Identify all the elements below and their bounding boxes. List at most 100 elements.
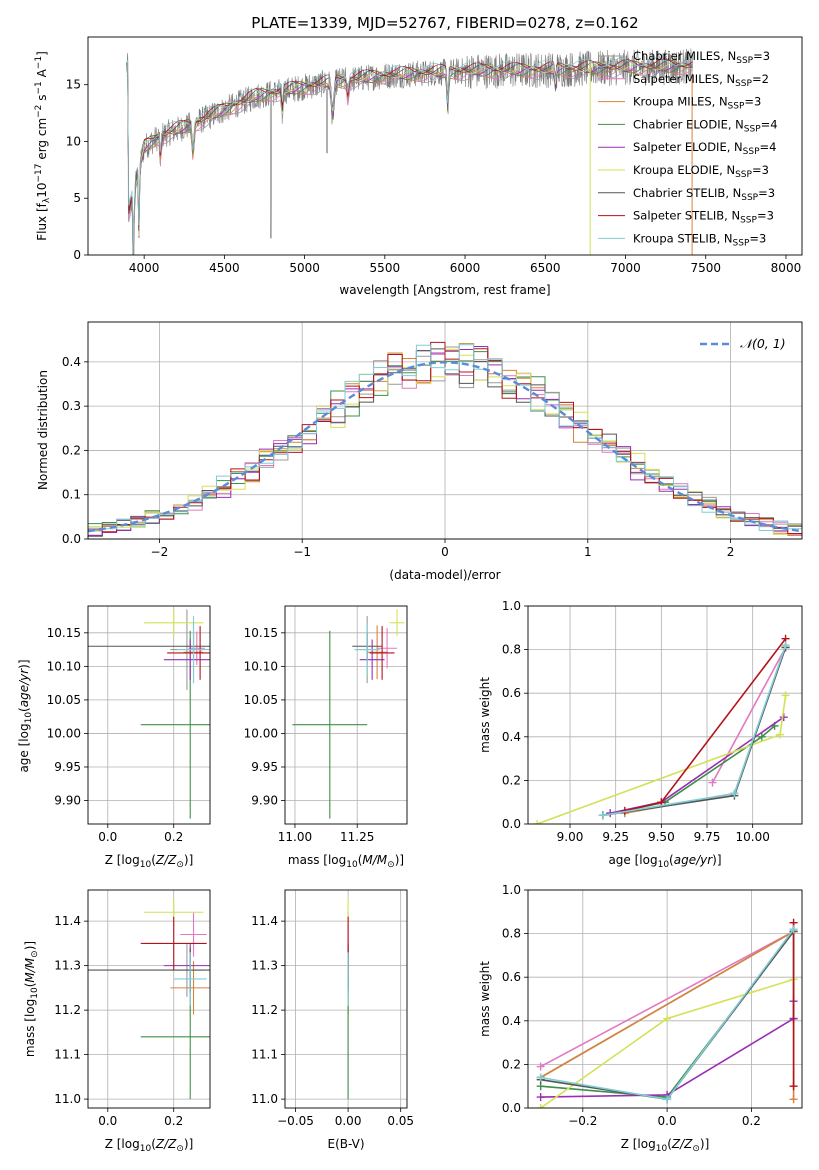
- x-tick-label-3: 9.75: [694, 830, 721, 844]
- y-tick-label-0: 9.90: [54, 794, 81, 808]
- x-tick-label-8: 8000: [771, 261, 802, 275]
- weight-marker-chabrier-elodie-2: [757, 732, 766, 741]
- weight-line-salpeter-miles: [711, 647, 787, 783]
- figure-title: PLATE=1339, MJD=52767, FIBERID=0278, z=0…: [251, 14, 638, 32]
- x-axis-label: Z [log10(Z/Z⊙)]: [105, 853, 194, 870]
- axes-frame: [87, 889, 211, 1109]
- y-axis-label: mass weight: [478, 677, 492, 753]
- y-tick-label-3: 15: [66, 78, 81, 92]
- y-tick-label-5: 1.0: [502, 599, 521, 613]
- weight-marker-kroupa-elodie-0: [533, 820, 542, 824]
- x-tick-label-0: 11.00: [278, 830, 312, 844]
- y-tick-label-4: 0.4: [62, 355, 81, 369]
- y-tick-label-0: 9.90: [251, 794, 278, 808]
- x-axis-label: Z [log10(Z/Z⊙)]: [105, 1137, 194, 1154]
- x-tick-label-3: 5500: [370, 261, 401, 275]
- x-tick-label-6: 7000: [610, 261, 641, 275]
- weight-marker-salpeter-elodie-2: [779, 713, 788, 722]
- y-tick-label-1: 0.2: [502, 773, 521, 787]
- y-tick-label-2: 0.4: [502, 730, 521, 744]
- axes-frame: [527, 605, 803, 825]
- weight-marker-kroupa-elodie-0: [536, 1104, 545, 1108]
- weight-line-salpeter-miles: [540, 930, 794, 1068]
- model-spectrum-salpeter-stelib: [126, 58, 693, 255]
- y-tick-label-0: 11.0: [251, 1092, 278, 1106]
- x-tick-label-1: 4500: [209, 261, 240, 275]
- plot-area: [88, 341, 802, 537]
- gaussian-curve: [88, 361, 802, 533]
- x-tick-label-1: 0.2: [164, 1114, 183, 1128]
- x-tick-label-2: 0.2: [742, 1114, 761, 1128]
- weight-marker-kroupa-stelib-1: [663, 1095, 672, 1104]
- weight-marker-kroupa-elodie-1: [663, 1014, 672, 1023]
- y-tick-label-2: 11.2: [54, 1003, 81, 1017]
- y-tick-label-1: 0.1: [62, 488, 81, 502]
- legend-label-0: Chabrier MILES, NSSP=3: [633, 49, 770, 66]
- x-tick-label-1: 11.25: [340, 830, 374, 844]
- legend-gauss-label: 𝒩(0, 1): [740, 336, 786, 351]
- legend-label-4: Salpeter ELODIE, NSSP=4: [633, 140, 776, 157]
- plot-area: [533, 634, 790, 824]
- y-tick-label-4: 10.10: [244, 659, 278, 673]
- weight-marker-salpeter-elodie-0: [536, 1093, 545, 1102]
- y-tick-label-5: 10.15: [47, 626, 81, 640]
- y-axis-label: Flux [fλ10−17 erg cm−2 s−1 A−1]: [34, 51, 52, 241]
- y-tick-label-3: 0.6: [502, 686, 521, 700]
- weight-marker-kroupa-stelib-2: [781, 641, 790, 650]
- y-tick-label-0: 11.0: [54, 1092, 81, 1106]
- weight-marker-salpeter-miles-0: [536, 1062, 545, 1071]
- weight-line-salpeter-stelib: [624, 638, 787, 812]
- weight-line-chabrier-miles: [624, 647, 787, 814]
- weight-vs-age-panel: 9.00 9.25 9.50 9.75 10.00 0.0 0.2 0.4 0.6 0.8 1.0 m…: [478, 599, 803, 870]
- x-tick-label-2: 0.05: [387, 1114, 414, 1128]
- axes-frame: [87, 605, 211, 825]
- weight-marker-kroupa-miles-2: [789, 1095, 798, 1104]
- y-tick-label-2: 0.4: [502, 1014, 521, 1028]
- y-tick-label-1: 11.1: [251, 1048, 278, 1062]
- axes-frame: [284, 889, 408, 1109]
- x-axis-label: mass [log10(M/M⊙)]: [288, 853, 404, 870]
- x-tick-label-4: 6000: [450, 261, 481, 275]
- spectrum-panel: 4000 4500 5000 5500 6000 6500 7000 7500 8000 0 5 10…: [34, 36, 803, 297]
- x-tick-label-0: 0.0: [98, 1114, 117, 1128]
- weight-marker-kroupa-elodie-2: [781, 691, 790, 700]
- x-tick-label-7: 7500: [690, 261, 721, 275]
- x-tick-label-2: 0: [441, 545, 449, 559]
- axes-frame: [87, 36, 803, 256]
- y-tick-label-3: 10.05: [47, 693, 81, 707]
- y-tick-label-4: 11.4: [251, 914, 278, 928]
- x-tick-label-1: 0.2: [164, 830, 183, 844]
- plot-area: [292, 609, 405, 819]
- weight-marker-salpeter-miles-0: [708, 778, 717, 787]
- weight-marker-kroupa-stelib-0: [536, 1073, 545, 1082]
- residuals-panel: −2 −1 0 1 2 0.0 0.1 0.2 0.3 0.4 𝒩(0, 1) (data-model…: [36, 321, 803, 582]
- model-spectrum-chabrier-stelib: [126, 59, 693, 255]
- x-tick-label-0: 9.00: [557, 830, 584, 844]
- axes-frame: [87, 321, 803, 540]
- y-tick-label-4: 0.8: [502, 643, 521, 657]
- y-tick-label-4: 11.4: [54, 914, 81, 928]
- x-tick-label-5: 6500: [530, 261, 561, 275]
- x-tick-label-0: 0.0: [98, 830, 117, 844]
- y-tick-label-2: 10.00: [244, 726, 278, 740]
- y-tick-label-1: 0.2: [502, 1057, 521, 1071]
- x-axis-label: age [log10(age/yr)]: [608, 853, 721, 870]
- weight-line-kroupa-miles: [624, 647, 787, 814]
- age-vs-mass-panel: 11.00 11.25 9.90 9.95 10.00 10.05 10.10 10.15 ma…: [244, 605, 408, 870]
- legend-label-1: Salpeter MILES, NSSP=2: [633, 72, 769, 89]
- plot-area: [126, 48, 693, 255]
- mass-vs-metallicity-panel: 0.0 0.2 11.0 11.1 11.2 11.3 11.4 Z [log10(Z/Z⊙)…: [23, 889, 211, 1154]
- legend: Chabrier MILES, NSSP=3 Salpeter MILES, NS…: [598, 49, 778, 248]
- x-tick-label-0: 4000: [129, 261, 160, 275]
- model-spectrum-chabrier-elodie: [126, 63, 693, 255]
- x-tick-label-1: 9.25: [602, 830, 629, 844]
- y-tick-label-0: 0.0: [62, 532, 81, 546]
- y-axis-label: mass [log10(M/M⊙)]: [23, 941, 40, 1057]
- y-tick-label-2: 10.00: [47, 726, 81, 740]
- y-tick-label-2: 10: [66, 134, 81, 148]
- y-tick-label-5: 1.0: [502, 883, 521, 897]
- y-axis-label: age [log10(age/yr)]: [17, 659, 34, 772]
- y-tick-label-3: 11.3: [54, 959, 81, 973]
- weight-marker-salpeter-stelib-0: [789, 1082, 798, 1091]
